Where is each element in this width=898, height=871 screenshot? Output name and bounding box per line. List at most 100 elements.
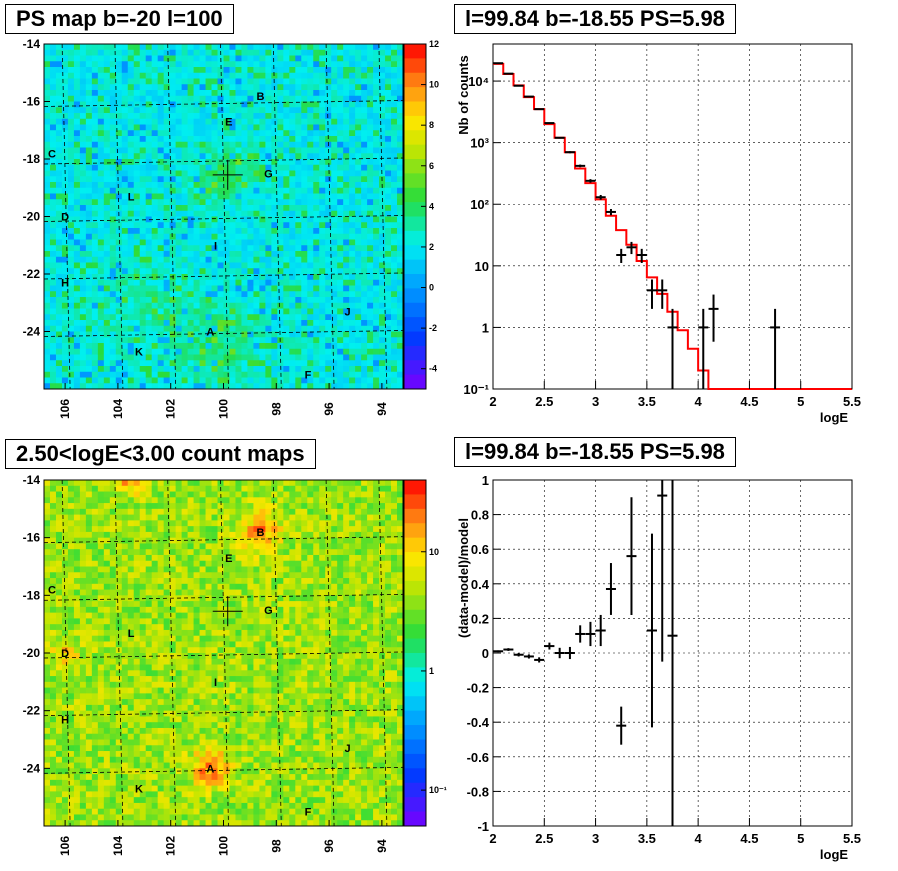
map-pixel [85, 348, 93, 355]
map-pixel [44, 101, 51, 108]
map-pixel [67, 572, 75, 579]
map-pixel [271, 268, 278, 275]
map-pixel [289, 337, 296, 344]
map-pixel [157, 514, 165, 521]
map-pixel [109, 554, 117, 562]
map-pixel [325, 302, 332, 309]
map-pixel [151, 187, 159, 194]
map-pixel [307, 354, 314, 361]
map-pixel [193, 314, 200, 321]
map-pixel [217, 187, 224, 194]
map-pixel [85, 90, 93, 97]
map-pixel [103, 820, 111, 827]
map-pixel [235, 262, 242, 269]
map-pixel [115, 716, 123, 723]
map-pixel [44, 485, 51, 492]
map-pixel [55, 572, 63, 579]
colorbar-segment [404, 245, 426, 261]
map-pixel [271, 164, 278, 171]
map-pixel [157, 664, 165, 671]
map-pixel [133, 791, 141, 798]
map-pixel [115, 699, 123, 706]
map-pixel [55, 601, 63, 608]
map-pixel [85, 193, 93, 200]
map-pixel [289, 268, 296, 275]
map-pixel [355, 199, 362, 206]
map-pixel [151, 768, 159, 775]
map-pixel [73, 130, 81, 137]
source-label-h: H [61, 278, 69, 290]
map-pixel [133, 279, 141, 286]
map-pixel [325, 113, 332, 120]
map-pixel [121, 44, 129, 51]
map-pixel [163, 751, 171, 758]
map-pixel [193, 222, 200, 229]
map-pixel [73, 699, 81, 706]
map-pixel [373, 61, 380, 68]
map-pixel [103, 55, 111, 62]
map-pixel [223, 268, 230, 275]
map-pixel [109, 508, 117, 515]
map-pixel [385, 371, 392, 378]
map-pixel [181, 337, 188, 344]
map-pixel [169, 503, 177, 510]
map-pixel [145, 371, 153, 378]
map-pixel [373, 176, 380, 183]
map-pixel [283, 176, 290, 183]
map-pixel [49, 514, 57, 521]
map-pixel [157, 710, 165, 717]
map-pixel [163, 808, 171, 815]
map-pixel [109, 589, 117, 596]
map-pixel [115, 72, 123, 79]
map-pixel [367, 90, 374, 97]
map-pixel [103, 130, 111, 137]
map-pixel [97, 768, 105, 775]
map-pixel [343, 55, 350, 62]
map-pixel [379, 274, 386, 281]
map-pixel [55, 653, 63, 660]
map-pixel [145, 583, 153, 590]
map-pixel [301, 44, 308, 51]
map-pixel [163, 503, 171, 510]
map-pixel [181, 153, 188, 160]
map-pixel [127, 722, 135, 729]
map-pixel [343, 124, 350, 131]
map-pixel [115, 193, 123, 200]
map-pixel [103, 814, 111, 821]
map-pixel [61, 722, 69, 729]
map-pixel [103, 222, 111, 229]
map-pixel [181, 371, 188, 378]
map-pixel [44, 302, 51, 309]
map-pixel [265, 222, 272, 229]
map-pixel [289, 153, 296, 160]
map-pixel [283, 331, 290, 338]
map-pixel [217, 95, 224, 102]
map-pixel [367, 136, 374, 143]
map-pixel [85, 262, 93, 269]
map-pixel [55, 101, 63, 108]
map-pixel [49, 193, 57, 200]
map-pixel [115, 537, 123, 544]
map-pixel [157, 791, 165, 798]
map-pixel [85, 377, 93, 384]
map-pixel [301, 159, 308, 166]
map-pixel [373, 366, 380, 373]
map-pixel [115, 814, 123, 821]
map-pixel [79, 727, 87, 735]
map-pixel [295, 228, 302, 235]
map-pixel [223, 279, 230, 286]
map-pixel [151, 164, 159, 171]
map-pixel [157, 635, 165, 642]
map-pixel [115, 681, 123, 688]
colorbar-tick-label: 10 [429, 80, 439, 90]
map-pixel [85, 514, 93, 521]
map-pixel [133, 360, 141, 367]
map-pixel [157, 699, 165, 706]
map-pixel [91, 612, 99, 619]
map-pixel [283, 187, 290, 194]
map-pixel [385, 107, 392, 114]
map-pixel [277, 371, 284, 378]
map-pixel [391, 239, 398, 246]
map-pixel [55, 182, 63, 189]
